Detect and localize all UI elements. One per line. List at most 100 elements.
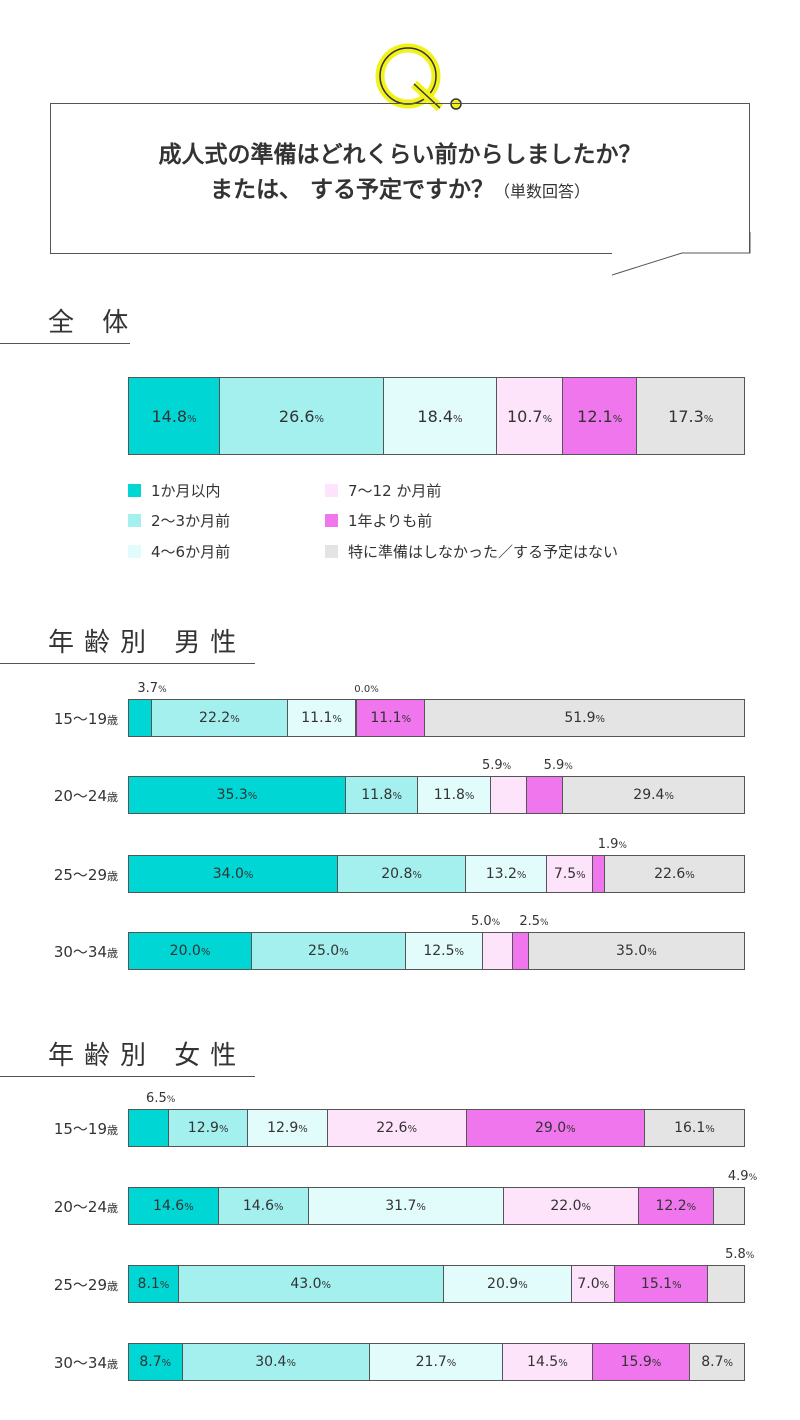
bar-segment	[129, 700, 152, 736]
legend-item: 1年よりも前	[325, 510, 432, 531]
callout-label: 0.0%	[354, 684, 379, 695]
stacked-bar: 20.0% 25.0% 12.5% 35.0%	[128, 932, 745, 970]
segment-label: 12.9%	[267, 1120, 308, 1136]
segment-label: 7.0%	[577, 1276, 610, 1292]
bar-segment: 12.9%	[168, 1110, 249, 1146]
bar-segment: 7.5%	[547, 856, 594, 892]
bar-segment	[482, 933, 514, 969]
bar-segment: 15.9%	[592, 1344, 691, 1380]
row-label: 15～19歳	[53, 1120, 118, 1138]
stacked-bar: 22.2% 11.1% 11.1% 51.9%	[128, 699, 745, 737]
legend-label: 1か月以内	[151, 482, 221, 500]
segment-label: 14.8%	[151, 406, 197, 426]
segment-label: 12.2%	[655, 1198, 697, 1214]
bar-segment: 35.3%	[129, 777, 346, 813]
stacked-bar: 14.8% 26.6% 18.4% 10.7% 12.1% 17.3%	[128, 377, 745, 455]
callout-label: 5.8%	[725, 1247, 755, 1262]
segment-label: 14.6%	[242, 1198, 284, 1214]
segment-label: 12.5%	[423, 943, 465, 959]
question-line1: 成人式の準備はどれくらい前からしましたか？	[158, 142, 642, 168]
row-label: 20～24歳	[53, 787, 118, 805]
legend-swatch	[325, 484, 338, 497]
legend-item: 1か月以内	[128, 480, 221, 501]
legend-swatch	[325, 514, 338, 527]
section-title-female: 年齢別 女性	[48, 1041, 247, 1071]
segment-label: 15.9%	[620, 1354, 662, 1370]
legend-item: 2～3か月前	[128, 510, 230, 531]
section-title-overall: 全 体	[48, 308, 139, 338]
bar-segment: 12.2%	[638, 1188, 714, 1224]
legend-swatch	[128, 545, 141, 558]
bar-segment: 14.8%	[129, 378, 221, 454]
bar-segment: 22.0%	[503, 1188, 639, 1224]
legend-item: 特に準備はしなかった／する予定はない	[325, 541, 618, 562]
callout-label: 5.9%	[481, 758, 512, 773]
legend-swatch	[128, 484, 141, 497]
divider	[0, 1076, 255, 1077]
segment-label: 20.8%	[381, 866, 422, 882]
bar-segment: 7.0%	[572, 1266, 616, 1302]
stacked-bar: 14.6% 14.6% 31.7% 22.0% 12.2%	[128, 1187, 745, 1225]
bar-segment: 35.0%	[528, 933, 744, 969]
bar-segment: 29.4%	[563, 777, 744, 813]
bar-segment	[356, 700, 358, 736]
bar-segment	[490, 777, 528, 813]
callout-label: 6.5%	[146, 1091, 176, 1106]
segment-label: 20.0%	[169, 943, 211, 959]
segment-label: 15.1%	[640, 1276, 682, 1292]
segment-label: 43.0%	[290, 1276, 332, 1292]
bar-segment: 16.1%	[644, 1110, 744, 1146]
stacked-bar: 8.1% 43.0% 20.9% 7.0% 15.1%	[128, 1265, 745, 1303]
bar-segment: 29.0%	[466, 1110, 645, 1146]
stacked-bar: 35.3% 11.8% 11.8% 29.4%	[128, 776, 745, 814]
legend-label: 2～3か月前	[151, 512, 231, 530]
legend-swatch	[128, 514, 141, 527]
segment-label: 11.8%	[433, 787, 475, 803]
segment-label: 8.7%	[701, 1354, 734, 1370]
row-label: 30～34歳	[53, 1354, 118, 1372]
divider	[0, 663, 255, 664]
callout-label: 4.9%	[727, 1169, 758, 1184]
bar-segment: 21.7%	[369, 1344, 504, 1380]
segment-label: 17.3%	[668, 406, 714, 426]
bar-segment: 51.9%	[425, 700, 744, 736]
bar-segment: 14.6%	[129, 1188, 219, 1224]
segment-label: 8.1%	[137, 1276, 170, 1292]
legend-label: 4～6か月前	[151, 543, 231, 561]
bar-segment: 11.8%	[418, 777, 491, 813]
segment-label: 29.0%	[534, 1120, 576, 1136]
question-box	[50, 103, 750, 253]
row-label: 30～34歳	[53, 943, 118, 961]
question-note: （単数回答）	[494, 182, 591, 201]
segment-label: 12.9%	[187, 1120, 229, 1136]
bar-segment	[129, 1110, 169, 1146]
legend-label: 1年よりも前	[348, 512, 433, 530]
segment-label: 13.2%	[485, 866, 527, 882]
bar-segment: 30.4%	[182, 1344, 370, 1380]
bar-segment: 13.2%	[466, 856, 548, 892]
segment-label: 16.1%	[674, 1120, 715, 1136]
segment-label: 8.7%	[139, 1354, 172, 1370]
segment-label: 14.6%	[153, 1198, 194, 1214]
bar-segment: 11.1%	[288, 700, 357, 736]
bar-segment: 12.1%	[562, 378, 638, 454]
bar-segment	[708, 1266, 744, 1302]
segment-label: 21.7%	[415, 1354, 457, 1370]
legend-item: 7～12 か月前	[325, 480, 441, 501]
bar-segment: 10.7%	[497, 378, 563, 454]
bar-segment: 17.3%	[637, 378, 744, 454]
segment-label: 11.8%	[361, 787, 402, 803]
bar-segment: 22.6%	[327, 1110, 467, 1146]
segment-label: 35.3%	[216, 787, 258, 803]
callout-label: 2.5%	[519, 914, 549, 929]
bar-segment: 11.8%	[345, 777, 419, 813]
legend-label: 特に準備はしなかった／する予定はない	[348, 543, 619, 561]
segment-label: 20.9%	[487, 1276, 528, 1292]
segment-label: 35.0%	[616, 943, 657, 959]
bar-segment: 12.9%	[248, 1110, 328, 1146]
bar-segment	[593, 856, 605, 892]
row-label: 25～29歳	[53, 1276, 118, 1294]
bar-segment: 8.1%	[129, 1266, 179, 1302]
callout-label: 1.9%	[597, 837, 627, 852]
segment-label: 22.2%	[199, 710, 240, 726]
